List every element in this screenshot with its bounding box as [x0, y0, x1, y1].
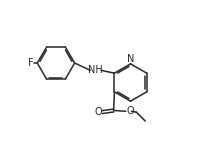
Text: N: N — [127, 54, 134, 64]
Text: NH: NH — [88, 65, 103, 75]
Text: O: O — [126, 106, 134, 116]
Text: O: O — [94, 107, 102, 117]
Text: F: F — [28, 58, 34, 68]
